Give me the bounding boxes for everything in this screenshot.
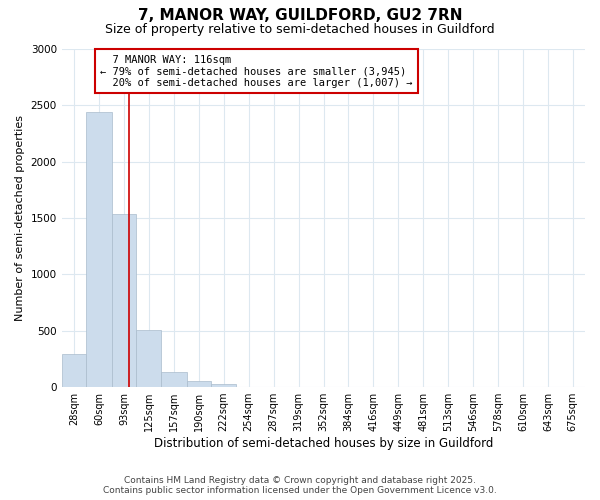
X-axis label: Distribution of semi-detached houses by size in Guildford: Distribution of semi-detached houses by … [154, 437, 493, 450]
Bar [136, 330, 161, 387]
Text: Size of property relative to semi-detached houses in Guildford: Size of property relative to semi-detach… [105, 22, 495, 36]
Bar [86, 112, 112, 387]
Bar [112, 214, 136, 387]
Text: Contains HM Land Registry data © Crown copyright and database right 2025.
Contai: Contains HM Land Registry data © Crown c… [103, 476, 497, 495]
Bar [62, 354, 86, 387]
Text: 7 MANOR WAY: 116sqm
← 79% of semi-detached houses are smaller (3,945)
  20% of s: 7 MANOR WAY: 116sqm ← 79% of semi-detach… [100, 54, 413, 88]
Text: 7, MANOR WAY, GUILDFORD, GU2 7RN: 7, MANOR WAY, GUILDFORD, GU2 7RN [138, 8, 462, 22]
Bar [211, 384, 236, 387]
Bar [187, 382, 211, 387]
Bar [161, 372, 187, 387]
Bar [236, 386, 261, 387]
Y-axis label: Number of semi-detached properties: Number of semi-detached properties [15, 115, 25, 321]
